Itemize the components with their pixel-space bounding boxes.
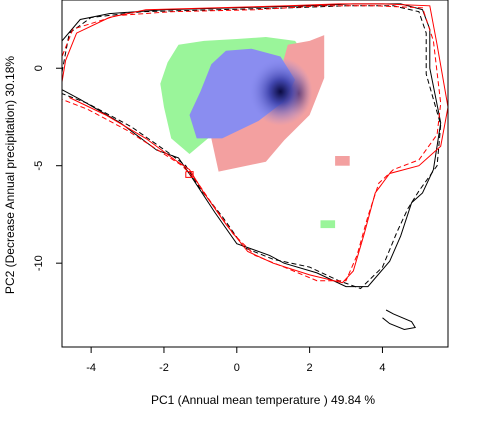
x-tick-label: 2 xyxy=(307,362,313,374)
density-region-green-4 xyxy=(320,220,336,229)
density-region-pink-3 xyxy=(335,156,350,166)
y-tick-label: -10 xyxy=(33,255,45,271)
x-tick-label: -2 xyxy=(159,362,169,374)
contour-line-red_line-solid-7 xyxy=(62,3,448,284)
x-tick-label: 0 xyxy=(234,362,240,374)
contour-line-black_line-dashed-6 xyxy=(62,5,442,290)
x-tick-label: 4 xyxy=(379,362,385,374)
axes-layer: -4 -2 0 2 4 0 -5 -10 xyxy=(33,65,386,374)
contour-line-black_line-solid-9 xyxy=(382,309,417,331)
contour-line-black_line-solid-5 xyxy=(62,3,442,288)
x-axis-label: PC1 (Annual mean temperature ) 49.84 % xyxy=(151,393,375,407)
y-tick-label: -5 xyxy=(33,161,45,171)
y-axis-label: PC2 (Decrease Annual precipitation) 30.1… xyxy=(3,56,17,294)
density-peak-center xyxy=(248,57,313,126)
x-tick-label: -4 xyxy=(86,362,96,374)
contour-line-red_line-dashed-8 xyxy=(62,5,442,282)
y-tick-label: 0 xyxy=(33,65,45,71)
contour-line-red_line-solid-10 xyxy=(185,171,194,178)
data-layer xyxy=(62,3,448,331)
